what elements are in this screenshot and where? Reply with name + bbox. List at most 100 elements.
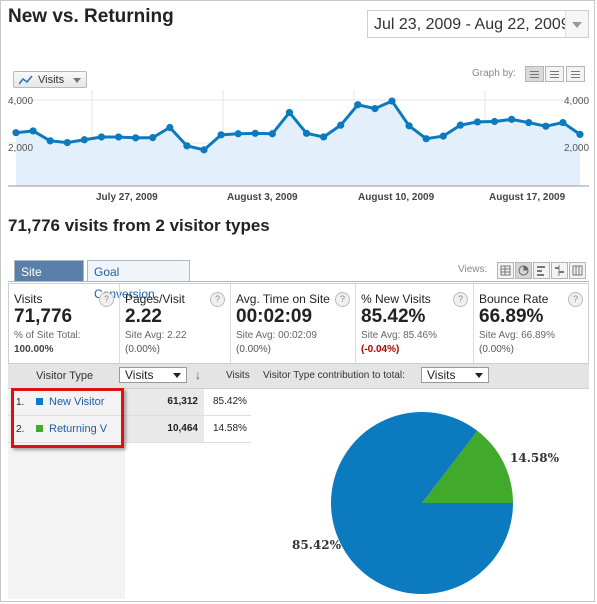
scorecard-sub2: (0.00%) <box>479 344 515 355</box>
visitor-type-column-header[interactable]: Visitor Type <box>36 370 94 382</box>
visitor-type-link[interactable]: New Visitor <box>49 396 105 408</box>
sort-descending-icon[interactable]: ↓ <box>195 368 201 382</box>
data-point <box>337 121 345 129</box>
scorecard-name: Pages/Visit <box>125 292 185 306</box>
graph-by-week-button[interactable] <box>545 66 564 82</box>
scorecard-sub1: Site Avg: 2.22 <box>125 330 187 341</box>
scorecard-value: 00:02:09 <box>236 306 313 327</box>
data-point <box>354 101 362 109</box>
data-point <box>234 130 242 138</box>
dropdown-arrow-icon <box>73 78 81 83</box>
data-point <box>508 115 516 123</box>
percent-cell: 14.58% <box>213 423 247 434</box>
metric-select-value: Visits <box>125 368 154 382</box>
data-point <box>12 129 20 137</box>
contribution-select[interactable]: Visits <box>421 367 489 383</box>
visitor-type-link[interactable]: Returning V <box>49 423 108 435</box>
visits-summary-heading: 71,776 visits from 2 visitor types <box>8 216 270 235</box>
table-row: 1. New Visitor 61,312 85.42% <box>8 389 251 416</box>
y-tick-label-right-mid: 2,000 <box>564 143 590 154</box>
row-number: 1. <box>16 397 25 408</box>
pie-slice-new[interactable] <box>331 412 513 594</box>
scorecard-new-visits: % New Visits ? 85.42% Site Avg: 85.46% (… <box>356 284 474 363</box>
data-point <box>149 134 157 142</box>
chevron-down-icon[interactable] <box>565 11 588 37</box>
visits-value: 61,312 <box>167 396 198 407</box>
data-point <box>268 130 276 138</box>
data-point <box>456 121 464 129</box>
performance-view-icon[interactable] <box>533 262 550 279</box>
percent-cell: 85.42% <box>213 396 247 407</box>
data-point <box>525 118 533 127</box>
data-point <box>559 118 567 127</box>
visits-area <box>16 101 580 186</box>
data-point <box>285 108 294 117</box>
scorecard-avg-time: Avg. Time on Site ? 00:02:09 Site Avg: 0… <box>231 284 356 363</box>
pivot-view-icon[interactable] <box>569 262 586 279</box>
help-icon[interactable]: ? <box>335 292 350 307</box>
scorecard-value: 2.22 <box>125 306 162 327</box>
scorecard-name: Bounce Rate <box>479 292 549 306</box>
scorecard-pages-per-visit: Pages/Visit ? 2.22 Site Avg: 2.22 (0.00%… <box>120 284 231 363</box>
table-header: Visitor Type Visits ↓ Visits Visitor Typ… <box>8 364 589 389</box>
scorecard-value: 66.89% <box>479 306 544 327</box>
x-tick-label: August 17, 2009 <box>489 192 566 203</box>
pie-label-returning: 14.58% <box>510 451 559 465</box>
legend-swatch <box>36 425 43 432</box>
scorecard-sub2: (0.00%) <box>125 344 161 355</box>
data-point <box>542 122 550 130</box>
graph-by-label: Graph by: <box>472 68 516 79</box>
visits-series-line <box>15 99 581 152</box>
page-title: New vs. Returning <box>8 6 174 27</box>
data-point <box>63 138 71 147</box>
data-point <box>302 129 311 137</box>
dropdown-arrow-icon <box>173 373 181 378</box>
graph-metric-selector[interactable]: Visits <box>13 71 87 88</box>
scorecard-sub1: % of Site Total: <box>14 330 81 341</box>
graph-metric-label: Visits <box>38 74 65 86</box>
scorecard-name: % New Visits <box>361 292 431 306</box>
visitor-type-pie-chart <box>331 412 513 594</box>
scorecard-sub2: (-0.04%) <box>361 344 400 355</box>
visits-column-header[interactable]: Visits <box>226 370 250 381</box>
scorecard-sub2: 100.00% <box>14 344 54 355</box>
visits-cell: 61,312 <box>125 389 204 415</box>
date-range-text: Jul 23, 2009 - Aug 22, 2009 <box>374 16 570 33</box>
data-point <box>183 142 191 150</box>
tab-site-usage[interactable]: Site Usage <box>14 260 84 301</box>
pie-slice-returning[interactable] <box>422 430 513 503</box>
data-point <box>80 136 88 144</box>
tab-goal-conversion[interactable]: Goal Conversion <box>87 260 190 301</box>
scorecard-bounce-rate: Bounce Rate ? 66.89% Site Avg: 66.89% (0… <box>474 284 588 363</box>
data-point <box>200 146 208 154</box>
table-row: 2. Returning V 10,464 14.58% <box>8 416 251 443</box>
help-icon[interactable]: ? <box>568 292 583 307</box>
tab-divider <box>8 281 589 282</box>
help-icon[interactable]: ? <box>210 292 225 307</box>
contribution-label: Visitor Type contribution to total: <box>263 370 405 381</box>
pie-label-new: 85.42% <box>292 538 341 552</box>
data-point <box>251 129 259 137</box>
table-view-icon[interactable] <box>497 262 514 279</box>
pie-view-icon[interactable] <box>515 262 532 279</box>
table-left-pane <box>8 389 125 599</box>
help-icon[interactable]: ? <box>99 292 114 307</box>
comparison-view-icon[interactable] <box>551 262 568 279</box>
graph-by-day-button[interactable] <box>525 66 544 82</box>
y-tick-label-left-top: 4,000 <box>8 96 34 107</box>
scorecard-value: 85.42% <box>361 306 426 327</box>
data-point <box>473 118 482 126</box>
visits-line-chart <box>8 90 589 190</box>
scorecard-sub1: Site Avg: 00:02:09 <box>236 330 317 341</box>
graph-by-month-button[interactable] <box>566 66 585 82</box>
help-icon[interactable]: ? <box>453 292 468 307</box>
views-label: Views: <box>458 264 488 275</box>
y-tick-label-right-top: 4,000 <box>564 96 590 107</box>
data-point <box>576 130 584 138</box>
data-point <box>422 135 430 143</box>
x-tick-label: August 3, 2009 <box>227 192 298 203</box>
scorecard-sub2: (0.00%) <box>236 344 272 355</box>
dropdown-arrow-icon <box>475 373 483 378</box>
date-range-picker[interactable]: Jul 23, 2009 - Aug 22, 2009 <box>367 10 589 38</box>
metric-select[interactable]: Visits <box>119 367 187 383</box>
